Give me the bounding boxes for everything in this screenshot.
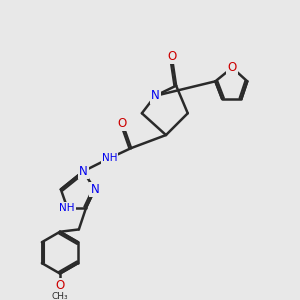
Text: NH: NH [102, 153, 117, 163]
Text: O: O [118, 117, 127, 130]
Text: CH₃: CH₃ [52, 292, 68, 300]
Text: O: O [55, 279, 64, 292]
Text: O: O [167, 50, 176, 63]
Text: N: N [151, 89, 160, 102]
Text: O: O [228, 61, 237, 74]
Text: NH: NH [59, 202, 75, 213]
Text: N: N [90, 183, 99, 196]
Text: N: N [79, 165, 88, 178]
